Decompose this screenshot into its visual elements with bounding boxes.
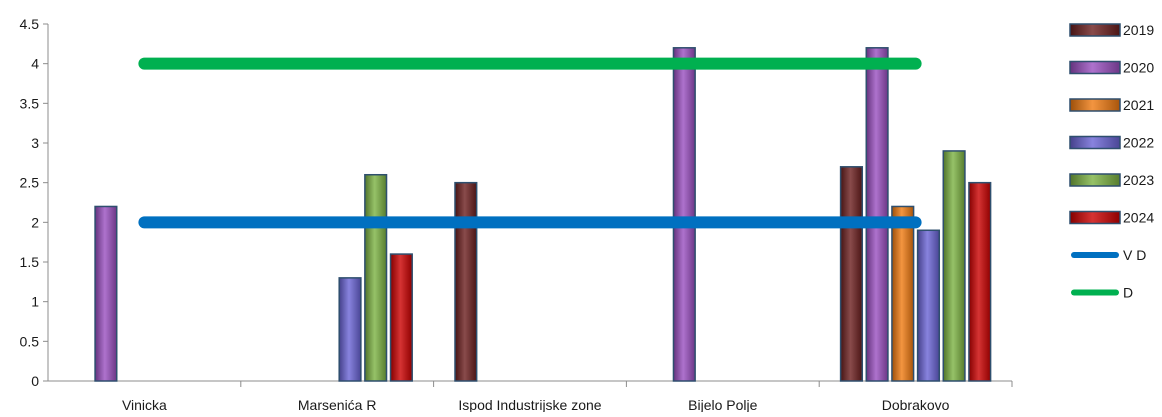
legend-swatch-2024 xyxy=(1069,210,1121,225)
legend-label-d: D xyxy=(1123,285,1133,301)
legend-swatch-2023 xyxy=(1069,173,1121,187)
legend-label-2019: 2019 xyxy=(1123,22,1154,38)
y-tick-label: 1.5 xyxy=(20,254,40,270)
bar-ispod-industrijske-zone-2019: 2019: 2.5 xyxy=(454,181,478,382)
legend: 2019 2020 2021 2022 2023 2024 V D D xyxy=(1069,22,1154,301)
legend-label-2020: 2020 xyxy=(1123,60,1154,76)
legend-swatch-2021 xyxy=(1069,98,1121,112)
bar-dobrakovo-2019: 2019: 2.7 xyxy=(839,166,864,382)
legend-swatch-2020 xyxy=(1069,60,1121,75)
bar-bijelo-polje-2020: 2020: 4.2 xyxy=(672,47,696,382)
y-tick-label: 4.5 xyxy=(20,16,40,32)
y-tick-label: 4 xyxy=(31,56,39,72)
bar-marseni-a-r-2023: 2023: 2.6 xyxy=(364,173,388,382)
y-tick-label: 0 xyxy=(31,373,39,389)
bar-marseni-a-r-2022: 2022: 1.3 xyxy=(338,277,362,382)
legend-label-v-d: V D xyxy=(1123,247,1146,263)
bars: 2020: 2.2 2022: 1.32023: 2.62024: 1.6 2019… xyxy=(94,47,992,382)
y-tick-label: 0.5 xyxy=(20,333,40,349)
y-tick-label: 3 xyxy=(31,135,39,151)
reference-lines xyxy=(138,57,922,229)
axes: 0 0.5 1 1.5 2 2.5 3 3.5 4 4.5 Vinicka Marsenića R Is… xyxy=(20,16,1013,413)
legend-swatch-2022 xyxy=(1069,135,1121,150)
bar-dobrakovo-2023: 2023: 2.9 xyxy=(942,150,966,382)
x-tick-label-marseni-a-r: Marsenića R xyxy=(298,397,377,412)
legend-label-2024: 2024 xyxy=(1123,210,1154,226)
y-tick-label: 2.5 xyxy=(20,175,40,191)
x-tick-label-ispod-industrijske-zone: Ispod Industrijske zone xyxy=(458,397,601,412)
x-tick-label-bijelo-polje: Bijelo Polje xyxy=(688,397,757,412)
bar-marseni-a-r-2024: 2024: 1.6 xyxy=(389,253,413,382)
y-tick-label: 2 xyxy=(31,214,39,230)
bar-dobrakovo-2022: 2022: 1.9 xyxy=(916,229,941,382)
y-tick-label: 3.5 xyxy=(20,95,40,111)
legend-label-2022: 2022 xyxy=(1123,135,1154,151)
bar-vinicka-2020: 2020: 2.2 xyxy=(94,205,118,382)
y-tick-label: 1 xyxy=(31,294,39,310)
bar-dobrakovo-2024: 2024: 2.5 xyxy=(968,181,992,382)
bar-dobrakovo-2020: 2020: 4.2 xyxy=(865,47,889,382)
legend-label-2021: 2021 xyxy=(1123,97,1154,113)
legend-swatch-2019 xyxy=(1069,23,1121,37)
x-tick-label-dobrakovo: Dobrakovo xyxy=(882,397,950,412)
x-tick-label-vinicka: Vinicka xyxy=(122,397,167,412)
bar-dobrakovo-2021: 2021: 2.2 xyxy=(891,205,915,382)
legend-label-2023: 2023 xyxy=(1123,172,1154,188)
